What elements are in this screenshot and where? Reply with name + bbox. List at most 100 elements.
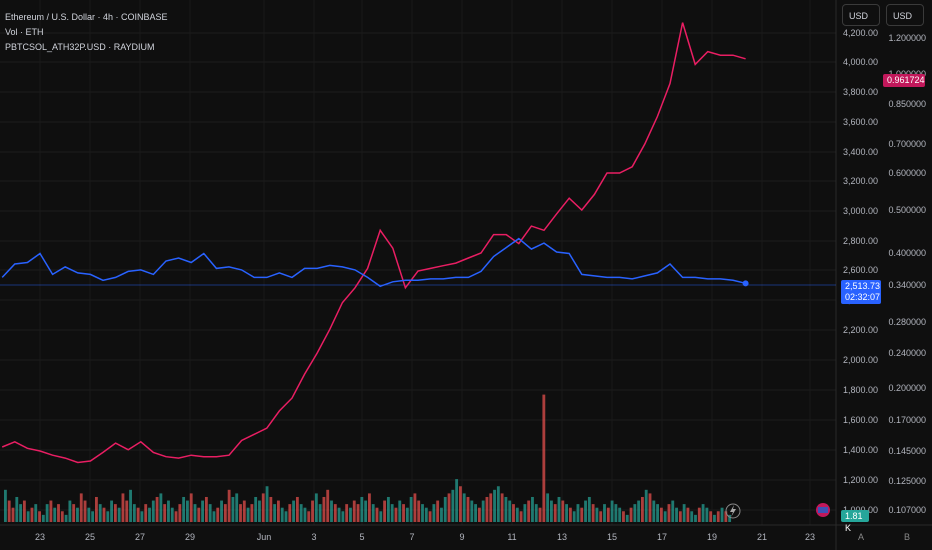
volume-bar [701,504,705,523]
volume-bar [565,504,569,523]
volume-bar [265,486,269,522]
volume-bar [242,500,246,522]
volume-bar [633,504,637,523]
y-tick-right: 0.280000 [888,317,926,327]
volume-bar [459,486,462,522]
volume-bar [102,507,106,522]
volume-bar [546,493,550,522]
x-tick: 5 [359,532,364,542]
volume-bar [504,496,508,523]
volume-bar [26,511,30,522]
y-tick-right: 0.340000 [888,280,926,290]
volume-bar [79,493,83,522]
volume-bar [550,500,553,522]
volume-bar [553,504,557,523]
volume-bar [151,500,155,522]
axis-letter-b[interactable]: B [904,532,911,542]
legend-main-symbol[interactable]: Ethereum / U.S. Dollar · 4h · COINBASE [5,12,168,22]
volume-bar [174,511,178,522]
volume-bar [163,504,167,523]
volume-bar [728,514,732,522]
volume-bar [95,496,98,523]
volume-bar [591,504,595,523]
volume-bar [76,507,79,522]
volume-bar [656,504,660,523]
volume-bar [515,507,519,522]
volume-bar [724,511,728,522]
volume-bar [235,493,239,522]
volume-bar [671,500,675,522]
volume-bar [113,504,117,523]
volume-bar [572,511,576,522]
legend-volume[interactable]: Vol · ETH [5,27,44,37]
y-tick-left: 1,200.00 [843,475,878,485]
currency-button-right[interactable]: USD [886,4,924,26]
volume-bar [72,504,76,523]
volume-bar [148,507,151,522]
volume-bar [208,504,212,523]
volume-bar [303,507,307,522]
y-tick-left: 2,200.00 [843,325,878,335]
volume-bar [424,507,428,522]
volume-bar [201,500,205,522]
y-tick-right: 0.600000 [888,168,926,178]
volume-bar [7,500,11,522]
volume-bar [481,500,485,522]
x-tick: 9 [459,532,464,542]
volume-bar [314,493,318,522]
volume-bar [288,504,292,523]
volume-bar [360,496,364,523]
volume-bar [519,511,523,522]
volume-bar [136,507,140,522]
volume-bar [451,489,455,522]
currency-button-left[interactable]: USD [842,4,880,26]
volume-bar [436,500,440,522]
volume-bar [641,496,644,523]
legend-overlay-symbol[interactable]: PBTCSOL_ATH32P.USD · RAYDIUM [5,42,155,52]
volume-bar [60,511,64,522]
volume-bar [474,504,478,523]
volume-bar [557,496,561,523]
volume-bar [705,507,709,522]
y-tick-left: 3,400.00 [843,147,878,157]
volume-bar [91,511,95,522]
y-tick-right: 0.107000 [888,505,926,515]
volume-bar [568,507,572,522]
volume-bar [231,496,235,523]
volume-bar [531,496,534,523]
y-tick-right: 0.200000 [888,383,926,393]
volume-bar [30,507,34,522]
y-tick-right: 0.700000 [888,139,926,149]
overlay-price-label: 0.961724 [883,74,925,87]
volume-bar [239,504,242,523]
volume-bar [500,493,504,522]
volume-bar [603,504,606,523]
chart-legend: Ethereum / U.S. Dollar · 4h · COINBASE V… [5,10,168,55]
volume-bar [106,511,110,522]
volume-bar [690,511,694,522]
volume-bar [117,507,121,522]
volume-bar [144,504,148,523]
volume-bar [140,511,144,522]
volume-bar [493,489,496,522]
volume-bar [246,507,250,522]
volume-bar [432,504,436,523]
volume-bar [322,496,326,523]
volume-bar [337,507,341,522]
volume-bar [125,500,129,522]
x-tick: 27 [135,532,145,542]
volume-bar [49,500,53,522]
volume-bar [15,496,19,523]
y-tick-left: 2,800.00 [843,236,878,246]
volume-bar [159,493,163,522]
volume-bar [599,511,603,522]
y-tick-left: 3,600.00 [843,117,878,127]
volume-bar [170,507,174,522]
volume-bar [121,493,125,522]
volume-bar [227,489,231,522]
axis-letter-a[interactable]: A [858,532,865,542]
y-tick-right: 0.240000 [888,348,926,358]
last-price-value: 2,513.73 [845,281,881,291]
volume-bar [421,504,424,523]
